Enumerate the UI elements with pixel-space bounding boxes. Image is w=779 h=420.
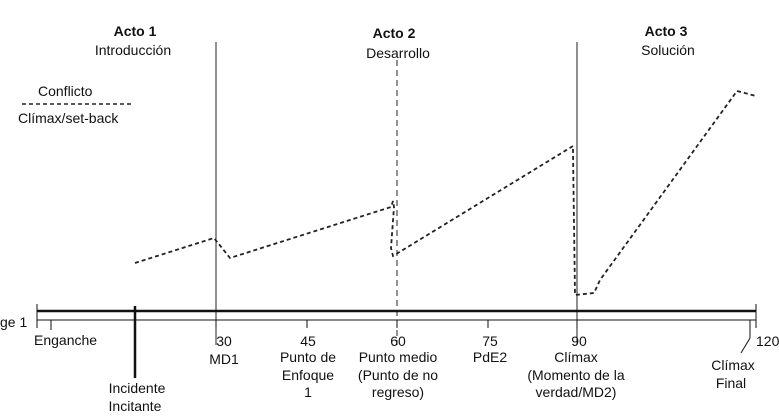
final-climax-label-line2: Final bbox=[716, 375, 746, 391]
tick-label-90-line2: (Momento de la bbox=[527, 367, 624, 383]
tick-value-45: 45 bbox=[300, 333, 316, 349]
tick-label-30: MD1 bbox=[209, 351, 239, 367]
tick-value-90: 90 bbox=[571, 333, 587, 349]
act1-title: Acto 1 bbox=[114, 23, 157, 39]
final-climax-label-line1: Clímax bbox=[711, 357, 755, 373]
act3-subtitle: Solución bbox=[641, 42, 695, 58]
final-climax-pointer bbox=[740, 337, 751, 354]
tick-label-60-line1: Punto medio bbox=[359, 349, 438, 365]
tick-label-45-line3: 1 bbox=[304, 384, 312, 400]
end-tick-label: 120 bbox=[756, 333, 779, 349]
legend-climax-label: Clímax/set-back bbox=[18, 110, 119, 126]
tick-label-45-line1: Punto de bbox=[280, 349, 336, 365]
tick-label-90-line3: verdad/MD2) bbox=[536, 384, 617, 400]
start-label: Enganche bbox=[34, 332, 97, 348]
tick-label-90-line1: Clímax bbox=[554, 349, 598, 365]
act2-title: Acto 2 bbox=[373, 25, 416, 41]
tick-label-45-line2: Enfoque bbox=[282, 367, 334, 383]
act2-subtitle: Desarrollo bbox=[366, 45, 430, 61]
tension-curve bbox=[134, 89, 757, 296]
page-label: ge 1 bbox=[0, 314, 27, 330]
tick-value-60: 60 bbox=[390, 333, 406, 349]
tick-value-75: 75 bbox=[482, 333, 498, 349]
inciting-label-line1: Incidente bbox=[109, 380, 166, 396]
inciting-label-line2: Incitante bbox=[109, 398, 162, 414]
tick-value-30: 30 bbox=[216, 333, 232, 349]
act3-title: Acto 3 bbox=[645, 23, 688, 39]
act1-subtitle: Introducción bbox=[95, 42, 171, 58]
tick-label-75: PdE2 bbox=[473, 349, 507, 365]
tick-label-60-line3: regreso) bbox=[372, 384, 424, 400]
tick-label-60-line2: (Punto de no bbox=[358, 367, 438, 383]
legend-conflict-label: Conflicto bbox=[38, 83, 93, 99]
